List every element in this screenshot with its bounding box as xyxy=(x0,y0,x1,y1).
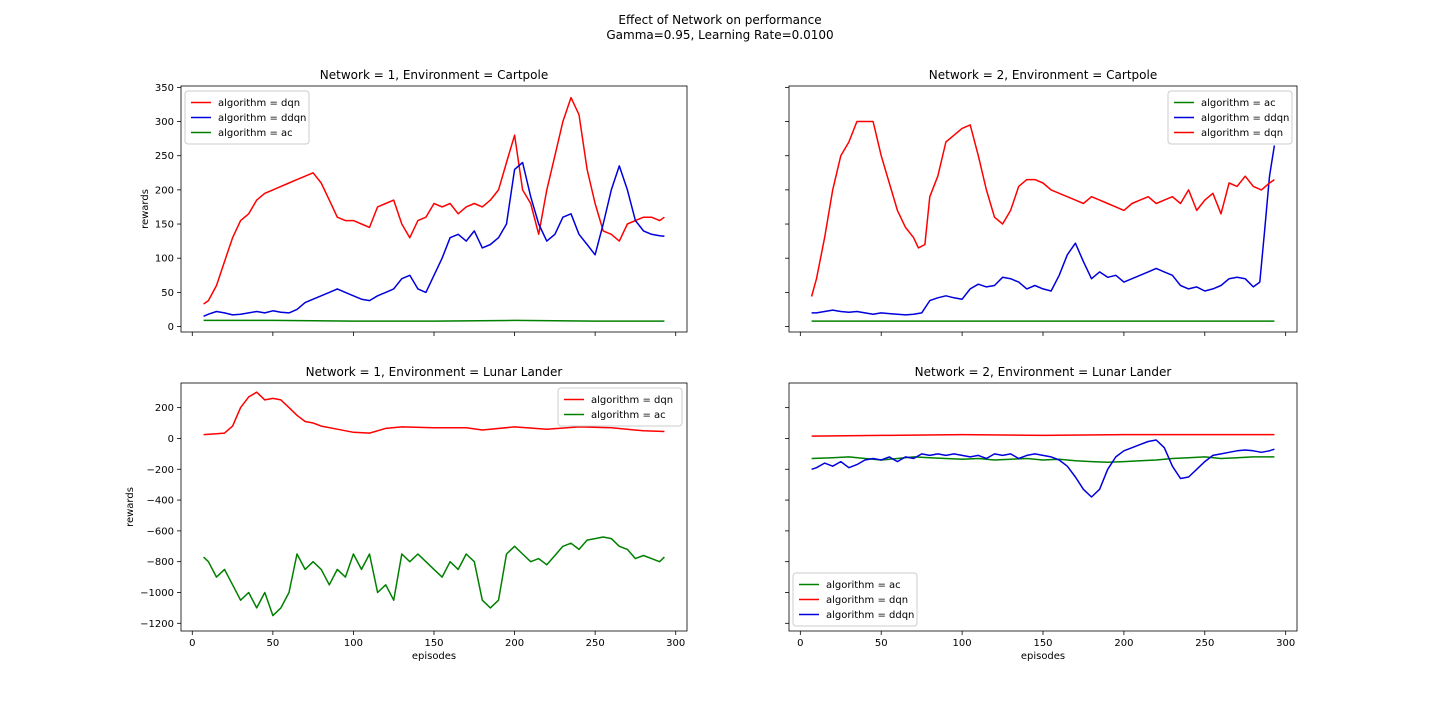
legend-entry: algorithm = dqn xyxy=(826,595,908,606)
x-axis-label: episodes xyxy=(412,651,456,662)
y-tick-label: 200 xyxy=(155,185,174,196)
series-line-algorithm-dqn xyxy=(811,433,1275,437)
x-tick-label: 150 xyxy=(1033,638,1052,649)
y-tick-label: 350 xyxy=(155,83,174,94)
legend-entry: algorithm = ac xyxy=(591,410,666,421)
figure-title-line1: Effect of Network on performance xyxy=(618,13,821,27)
x-tick-label: 200 xyxy=(505,638,524,649)
x-tick-label: 50 xyxy=(875,638,888,649)
series-line-algorithm-ddqn xyxy=(811,145,1276,316)
legend-entry: algorithm = dqn xyxy=(1201,128,1283,139)
series-line-algorithm-dqn xyxy=(810,120,1275,297)
series-line-algorithm-ac xyxy=(203,319,665,322)
x-axis-label: episodes xyxy=(1021,651,1065,662)
legend-entry: algorithm = dqn xyxy=(591,395,673,406)
y-tick-label: 300 xyxy=(155,117,174,128)
y-tick-label: 150 xyxy=(155,220,174,231)
x-tick-label: 100 xyxy=(953,638,972,649)
y-tick-label: 100 xyxy=(155,254,174,265)
x-tick-label: 100 xyxy=(344,638,363,649)
y-tick-label: 0 xyxy=(168,434,174,445)
y-tick-label: 250 xyxy=(155,151,174,162)
y-tick-label: −400 xyxy=(147,496,174,507)
legend-entry: algorithm = dqn xyxy=(218,98,300,109)
x-tick-label: 250 xyxy=(1195,638,1214,649)
subplot-1: Network = 1, Environment = Cartpole 0 50 10… xyxy=(140,68,688,336)
y-tick-label: 0 xyxy=(168,322,174,333)
subplot-title: Network = 2, Environment = Lunar Lander xyxy=(915,365,1172,379)
subplot-4: Network = 2, Environment = Lunar Lander 0… xyxy=(785,365,1298,662)
x-tick-label: 300 xyxy=(1276,638,1295,649)
legend-entry: algorithm = ac xyxy=(218,128,293,139)
x-tick-label: 250 xyxy=(586,638,605,649)
legend: algorithm = dqn algorithm = ddqn algorithm… xyxy=(184,90,310,145)
series-line-algorithm-dqn xyxy=(203,96,665,305)
legend: algorithm = dqn algorithm = ac xyxy=(557,387,683,427)
legend-box xyxy=(1167,90,1293,145)
legend-entry: algorithm = ac xyxy=(826,580,901,591)
y-tick-label: −1200 xyxy=(140,619,174,630)
series-line-algorithm-ac xyxy=(203,536,665,617)
y-tick-label: 200 xyxy=(155,403,174,414)
legend-entry: algorithm = ddqn xyxy=(826,610,914,621)
legend-box xyxy=(184,90,310,145)
figure-title-line2: Gamma=0.95, Learning Rate=0.0100 xyxy=(606,28,833,42)
x-tick-label: 0 xyxy=(189,638,195,649)
x-tick-label: 150 xyxy=(424,638,443,649)
x-tick-label: 0 xyxy=(797,638,803,649)
series-lines xyxy=(203,96,665,322)
y-axis-label: rewards xyxy=(140,189,151,229)
subplot-title: Network = 1, Environment = Lunar Lander xyxy=(306,365,563,379)
legend: algorithm = ac algorithm = dqn algorithm =… xyxy=(792,572,918,627)
subplot-2: Network = 2, Environment = Cartpole algor… xyxy=(785,68,1298,336)
x-tick-label: 50 xyxy=(266,638,279,649)
subplot-title: Network = 2, Environment = Cartpole xyxy=(929,68,1157,82)
legend-box xyxy=(792,572,918,627)
series-lines xyxy=(810,120,1276,322)
series-line-algorithm-dqn xyxy=(203,391,665,436)
x-tick-label: 300 xyxy=(666,638,685,649)
subplot-3: Network = 1, Environment = Lunar Lander 0… xyxy=(125,365,688,662)
legend-box xyxy=(557,387,683,427)
y-tick-label: −1000 xyxy=(140,588,174,599)
subplots: Network = 1, Environment = Cartpole 0 50 10… xyxy=(125,68,1298,662)
y-tick-label: −600 xyxy=(147,526,174,537)
y-axis-label: rewards xyxy=(125,487,136,527)
series-lines xyxy=(203,391,665,617)
series-line-algorithm-ddqn xyxy=(811,439,1275,498)
y-tick-label: −200 xyxy=(147,465,174,476)
y-tick-label: −800 xyxy=(147,557,174,568)
y-tick-label: 50 xyxy=(161,288,174,299)
legend-entry: algorithm = ddqn xyxy=(1201,113,1289,124)
series-line-algorithm-ddqn xyxy=(203,161,665,317)
subplot-title: Network = 1, Environment = Cartpole xyxy=(320,68,548,82)
legend: algorithm = ac algorithm = ddqn algorithm … xyxy=(1167,90,1293,145)
series-lines xyxy=(811,433,1275,498)
legend-entry: algorithm = ddqn xyxy=(218,113,306,124)
x-tick-label: 200 xyxy=(1114,638,1133,649)
legend-entry: algorithm = ac xyxy=(1201,98,1276,109)
